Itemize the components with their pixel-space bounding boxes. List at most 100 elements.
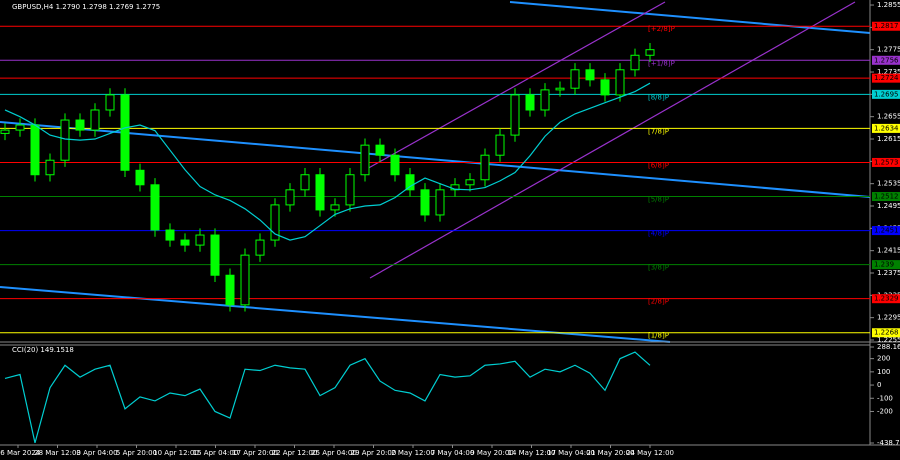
level-label: [5/8]P bbox=[648, 196, 669, 204]
candle-body bbox=[165, 229, 175, 241]
x-tick-label: 14 May 12:00 bbox=[507, 449, 555, 457]
level-price: 1.2268 bbox=[874, 329, 899, 337]
level-price-box bbox=[872, 89, 900, 99]
level-label: [1/8]P bbox=[648, 332, 669, 340]
x-tick-label: 9 May 20:00 bbox=[470, 449, 514, 457]
candle-body bbox=[150, 184, 160, 231]
candle-body bbox=[30, 124, 40, 176]
y-tick-label: 1.2775 bbox=[877, 46, 900, 54]
candle-body bbox=[645, 49, 655, 56]
level-price-box bbox=[872, 73, 900, 83]
x-tick-label: 2 May 12:00 bbox=[391, 449, 435, 457]
candle-body bbox=[90, 109, 100, 131]
candle-body bbox=[105, 94, 115, 111]
level-label: [+1/8]P bbox=[648, 59, 675, 67]
y-tick-label: 1.2255 bbox=[877, 336, 900, 344]
channel bbox=[364, 1, 856, 279]
candle-body bbox=[330, 204, 340, 211]
candle-body bbox=[240, 254, 250, 306]
x-tick-label: 10 Apr 12:00 bbox=[153, 449, 199, 457]
x-tick-label: 5 Apr 20:00 bbox=[116, 449, 157, 457]
x-tick-label: 25 Apr 04:00 bbox=[311, 449, 357, 457]
candle-body bbox=[75, 119, 85, 131]
trend-line bbox=[0, 121, 871, 198]
candle-body bbox=[480, 154, 490, 181]
candle-body bbox=[555, 87, 565, 91]
level-price: 1.2817 bbox=[874, 22, 899, 30]
cci-line bbox=[4, 351, 651, 444]
candle-body bbox=[180, 239, 190, 246]
level-label: [8/8]P bbox=[648, 93, 669, 101]
level-price: 1.2512 bbox=[874, 193, 899, 201]
candle-body bbox=[225, 274, 235, 306]
candle-body bbox=[525, 94, 535, 111]
candle-body bbox=[0, 129, 10, 134]
candle-body bbox=[495, 134, 505, 156]
indicator-tick-label: -200 bbox=[877, 407, 893, 415]
indicator-tick-label: 288.1654 bbox=[877, 343, 900, 351]
x-tick-label: 15 Apr 04:00 bbox=[193, 449, 239, 457]
x-tick-label: 22 Apr 12:00 bbox=[272, 449, 318, 457]
indicator-title: CCI(20) 149.1518 bbox=[12, 346, 74, 354]
level-label: [3/8]P bbox=[648, 264, 669, 272]
candle-body bbox=[345, 174, 355, 206]
level-price: 1.2451 bbox=[874, 227, 899, 235]
candle-body bbox=[270, 204, 280, 241]
candle-body bbox=[210, 234, 220, 276]
level-price-box bbox=[872, 192, 900, 202]
candle-body bbox=[120, 94, 130, 171]
level-price: 1.2634 bbox=[874, 124, 899, 132]
channel-line bbox=[364, 1, 666, 171]
x-tick-label: 29 Apr 20:00 bbox=[351, 449, 397, 457]
x-tick-label: 26 Mar 2024 bbox=[0, 449, 41, 457]
level-price: 1.2695 bbox=[874, 90, 899, 98]
level-price: 1.2724 bbox=[874, 74, 899, 82]
level-price-box bbox=[872, 55, 900, 65]
candle-body bbox=[615, 69, 625, 96]
level-price: 1.2329 bbox=[874, 295, 899, 303]
y-tick-label: 1.2415 bbox=[877, 247, 900, 255]
y-tick-label: 1.2535 bbox=[877, 180, 900, 188]
candle-body bbox=[585, 69, 595, 81]
channel-line bbox=[369, 1, 856, 279]
candle-body bbox=[600, 79, 610, 96]
level-label: [7/8]P bbox=[648, 127, 669, 135]
indicator-tick-label: -438.7895 bbox=[877, 439, 900, 447]
candle-body bbox=[45, 159, 55, 176]
candle-body bbox=[630, 54, 640, 71]
level-price: 1.2756 bbox=[874, 56, 899, 64]
candle-body bbox=[255, 239, 265, 256]
candle-body bbox=[420, 189, 430, 216]
y-tick-label: 1.2855 bbox=[877, 1, 900, 9]
candle-body bbox=[360, 144, 370, 176]
level-label: [+2/8]P bbox=[648, 25, 675, 33]
candle-body bbox=[315, 174, 325, 211]
y-tick-label: 1.2375 bbox=[877, 269, 900, 277]
y-tick-label: 1.2495 bbox=[877, 202, 900, 210]
level-label: [6/8]P bbox=[648, 161, 669, 169]
x-tick-label: 28 Mar 12:00 bbox=[34, 449, 81, 457]
candle-body bbox=[540, 89, 550, 111]
candle-body bbox=[15, 124, 25, 131]
y-tick-label: 1.2295 bbox=[877, 314, 900, 322]
candle-body bbox=[570, 69, 580, 89]
level-price-box bbox=[872, 123, 900, 133]
candle-body bbox=[135, 169, 145, 186]
x-tick-label: 24 May 12:00 bbox=[626, 449, 674, 457]
level-price: 1.239 bbox=[874, 261, 894, 269]
level-price-box bbox=[872, 21, 900, 31]
candle-body bbox=[510, 94, 520, 136]
candle-body bbox=[285, 189, 295, 206]
indicator-tick-label: 100 bbox=[877, 368, 890, 376]
candle-body bbox=[390, 154, 400, 176]
candle-body bbox=[435, 189, 445, 216]
x-tick-label: 17 Apr 20:00 bbox=[232, 449, 278, 457]
indicator-tick-label: -100 bbox=[877, 394, 893, 402]
level-price-box bbox=[872, 328, 900, 338]
y-tick-label: 1.2615 bbox=[877, 135, 900, 143]
candle-body bbox=[60, 119, 70, 161]
level-price-box bbox=[872, 157, 900, 167]
chart-title: GBPUSD,H4 1.2790 1.2798 1.2769 1.2775 bbox=[12, 3, 160, 11]
